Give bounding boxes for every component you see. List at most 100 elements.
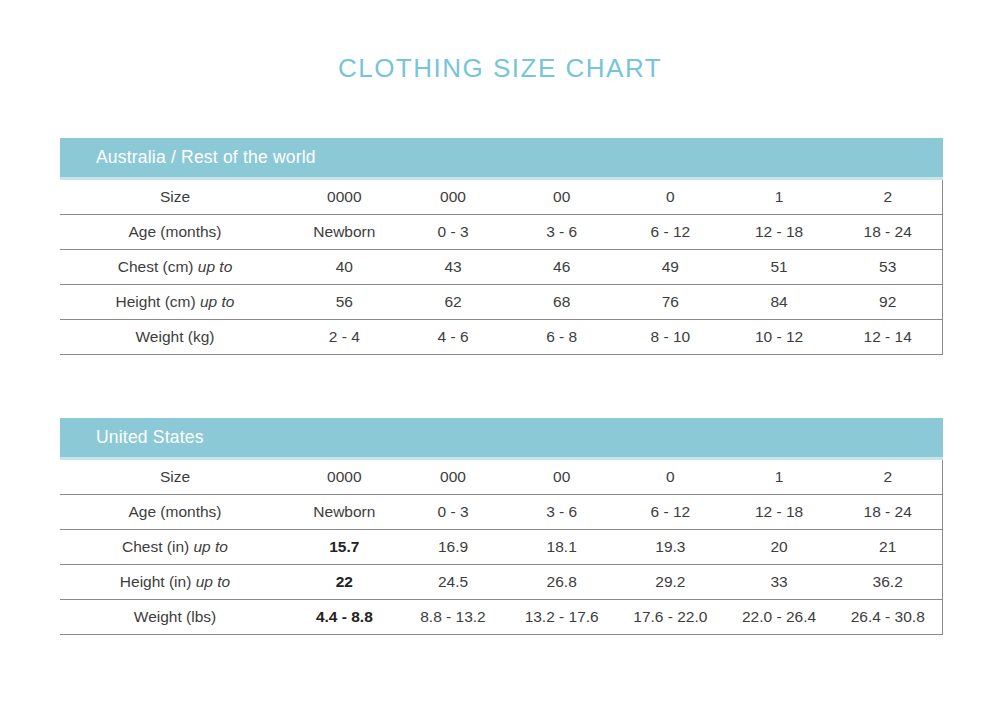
value-cell: 68: [507, 293, 616, 311]
value-cell: 26.4 - 30.8: [833, 608, 942, 626]
value-cell: 17.6 - 22.0: [616, 608, 725, 626]
value-cell: 16.9: [399, 538, 508, 556]
table-row: Chest (cm) up to404346495153: [60, 250, 942, 285]
value-cell: 0: [616, 468, 725, 486]
value-cell: 29.2: [616, 573, 725, 591]
value-cell: 12 - 18: [725, 503, 834, 521]
value-cell: 2 - 4: [290, 328, 399, 346]
value-cell: 84: [725, 293, 834, 311]
table-header-band: Australia / Rest of the world: [60, 138, 943, 180]
value-cell: 18 - 24: [833, 503, 942, 521]
value-cell: 0000: [290, 188, 399, 206]
value-cell: Newborn: [290, 223, 399, 241]
table-row: Age (months) Newborn0 - 33 - 66 - 1212 - …: [60, 495, 942, 530]
row-label-cell: Height (cm) up to: [60, 293, 290, 311]
value-cell: 3 - 6: [507, 503, 616, 521]
value-cell: 6 - 8: [507, 328, 616, 346]
value-cell: 46: [507, 258, 616, 276]
row-label: Size: [160, 188, 190, 205]
table-header-label: United States: [96, 427, 204, 448]
size-table-united-states: United States Size000000000012Age (month…: [60, 418, 943, 635]
row-label-cell: Size: [60, 188, 290, 206]
page: CLOTHING SIZE CHART Australia / Rest of …: [0, 0, 1000, 708]
value-cell: 6 - 12: [616, 223, 725, 241]
row-label-cell: Chest (in) up to: [60, 538, 290, 556]
value-cell: 49: [616, 258, 725, 276]
value-cell: 33: [725, 573, 834, 591]
table-body: Size000000000012Age (months)Newborn0 - 3…: [60, 180, 943, 355]
size-table-australia: Australia / Rest of the world Size000000…: [60, 138, 943, 355]
row-label-cell: Age (months): [60, 223, 290, 241]
row-label: Age (months): [128, 503, 221, 520]
table-row: Size000000000012: [60, 180, 942, 215]
value-cell: 36.2: [833, 573, 942, 591]
value-cell: 12 - 18: [725, 223, 834, 241]
value-cell: 2: [833, 188, 942, 206]
value-cell: 18.1: [507, 538, 616, 556]
row-label: Age (months): [128, 223, 221, 240]
table-row: Age (months) Newborn0 - 33 - 66 - 1212 - …: [60, 215, 942, 250]
row-label: Height (cm): [116, 293, 196, 310]
value-cell: 8.8 - 13.2: [399, 608, 508, 626]
value-cell: 8 - 10: [616, 328, 725, 346]
table-row: Height (cm) up to566268768492: [60, 285, 942, 320]
value-cell: 21: [833, 538, 942, 556]
value-cell: 12 - 14: [833, 328, 942, 346]
value-cell: 1: [725, 468, 834, 486]
table-row: Size000000000012: [60, 460, 942, 495]
value-cell: 00: [507, 468, 616, 486]
value-cell: 0000: [290, 468, 399, 486]
value-cell: 15.7: [290, 538, 399, 556]
value-cell: 6 - 12: [616, 503, 725, 521]
value-cell: 43: [399, 258, 508, 276]
value-cell: 000: [399, 188, 508, 206]
value-cell: 13.2 - 17.6: [507, 608, 616, 626]
value-cell: 2: [833, 468, 942, 486]
value-cell: 0: [616, 188, 725, 206]
value-cell: 0 - 3: [399, 503, 508, 521]
value-cell: 1: [725, 188, 834, 206]
value-cell: 0 - 3: [399, 223, 508, 241]
value-cell: 62: [399, 293, 508, 311]
table-header-band: United States: [60, 418, 943, 460]
value-cell: 53: [833, 258, 942, 276]
value-cell: 26.8: [507, 573, 616, 591]
value-cell: 92: [833, 293, 942, 311]
table-header-label: Australia / Rest of the world: [96, 147, 316, 168]
value-cell: 3 - 6: [507, 223, 616, 241]
value-cell: 56: [290, 293, 399, 311]
row-label-qualifier: up to: [194, 538, 228, 555]
value-cell: 22: [290, 573, 399, 591]
value-cell: 20: [725, 538, 834, 556]
value-cell: 51: [725, 258, 834, 276]
row-label-cell: Weight (kg): [60, 328, 290, 346]
value-cell: 40: [290, 258, 399, 276]
table-row: Height (in) up to 2224.526.829.23336.2: [60, 565, 942, 600]
value-cell: 10 - 12: [725, 328, 834, 346]
row-label-cell: Weight (lbs): [60, 608, 290, 626]
value-cell: 22.0 - 26.4: [725, 608, 834, 626]
row-label: Height (in): [120, 573, 192, 590]
row-label-qualifier: up to: [196, 573, 230, 590]
table-body: Size000000000012Age (months)Newborn0 - 3…: [60, 460, 943, 635]
row-label-qualifier: up to: [198, 258, 232, 275]
row-label-cell: Age (months): [60, 503, 290, 521]
value-cell: Newborn: [290, 503, 399, 521]
value-cell: 76: [616, 293, 725, 311]
value-cell: 24.5: [399, 573, 508, 591]
row-label: Chest (in): [122, 538, 189, 555]
row-label-cell: Chest (cm) up to: [60, 258, 290, 276]
table-row: Weight (lbs) 4.4 - 8.88.8 - 13.213.2 - 17…: [60, 600, 942, 635]
value-cell: 4.4 - 8.8: [290, 608, 399, 626]
row-label: Weight (lbs): [134, 608, 216, 625]
table-row: Weight (kg)2 - 44 - 66 - 88 - 1010 - 121…: [60, 320, 942, 355]
row-label-qualifier: up to: [200, 293, 234, 310]
value-cell: 19.3: [616, 538, 725, 556]
table-row: Chest (in) up to15.716.918.119.32021: [60, 530, 942, 565]
value-cell: 18 - 24: [833, 223, 942, 241]
value-cell: 00: [507, 188, 616, 206]
row-label-cell: Size: [60, 468, 290, 486]
value-cell: 000: [399, 468, 508, 486]
row-label: Size: [160, 468, 190, 485]
page-title: CLOTHING SIZE CHART: [0, 0, 1000, 82]
